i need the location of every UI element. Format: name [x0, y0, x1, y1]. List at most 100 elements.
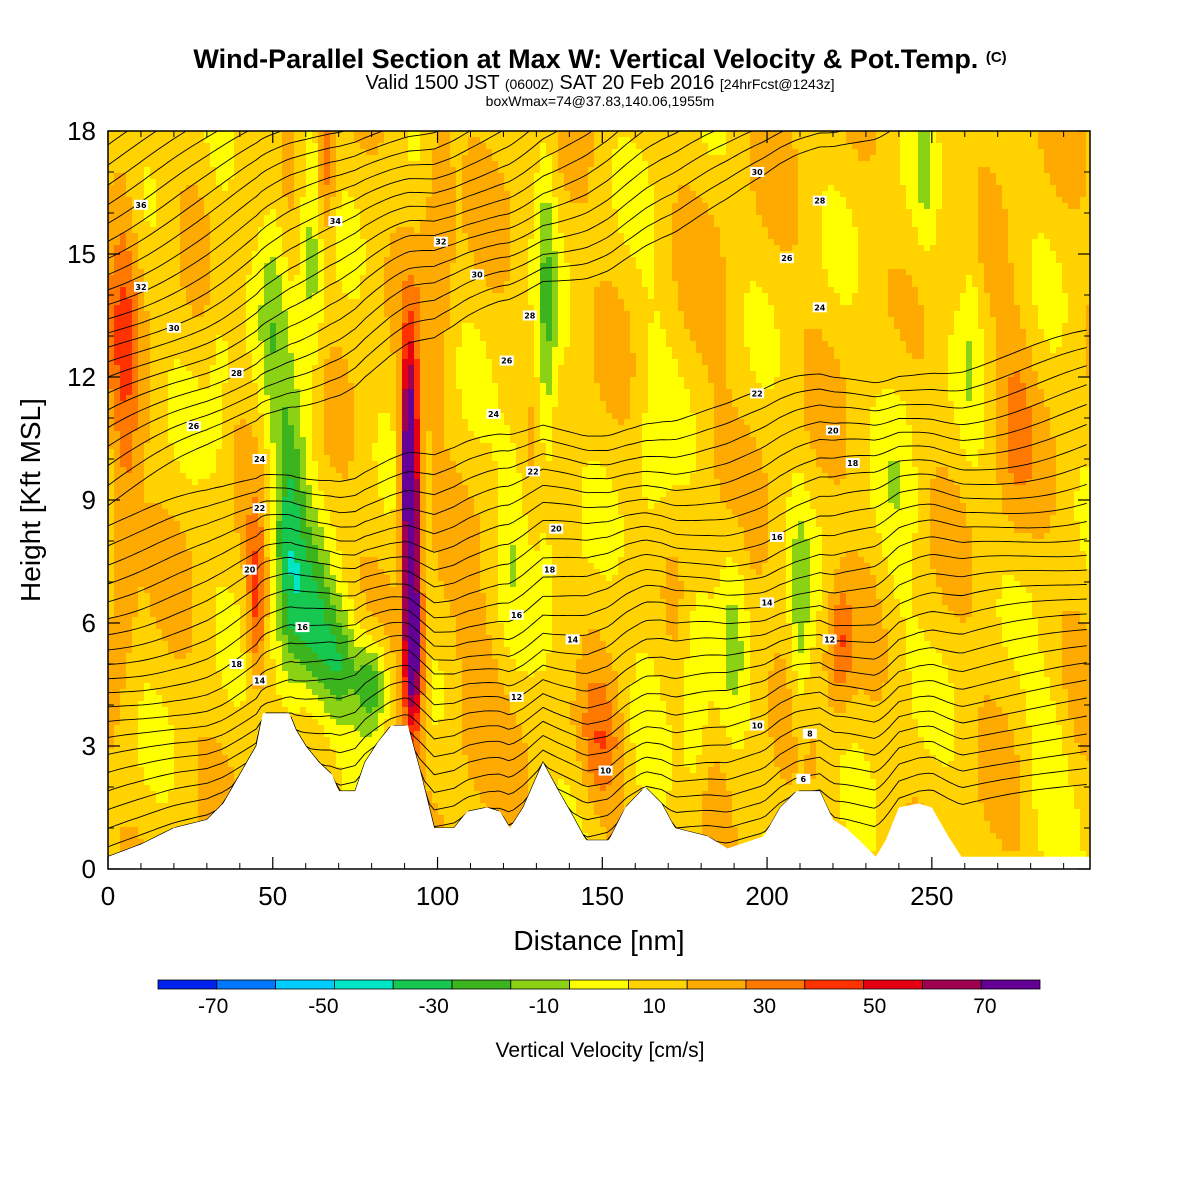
w-cell [228, 221, 235, 228]
w-cell [348, 197, 355, 204]
w-cell [366, 239, 373, 246]
w-cell [720, 155, 727, 162]
w-cell [936, 197, 943, 204]
w-cell [738, 173, 745, 180]
w-cell [702, 281, 709, 288]
w-cell [252, 269, 259, 276]
w-cell [708, 167, 715, 174]
w-cell [162, 293, 169, 300]
w-cell [798, 299, 805, 306]
w-cell [804, 131, 811, 138]
w-cell [504, 257, 511, 264]
w-cell [582, 167, 589, 174]
w-cell [558, 257, 565, 264]
w-cell [510, 131, 517, 138]
w-cell [1080, 263, 1087, 270]
w-cell [138, 191, 145, 198]
w-cell [876, 209, 883, 216]
w-cell [168, 239, 175, 246]
w-cell [660, 233, 667, 240]
w-cell [762, 299, 769, 306]
w-cell [240, 167, 247, 174]
w-cell [978, 233, 985, 240]
w-cell [240, 161, 247, 168]
w-cell [798, 245, 805, 252]
w-cell [198, 257, 205, 264]
w-cell [300, 197, 307, 204]
w-cell [984, 245, 991, 252]
w-cell [456, 251, 463, 258]
w-cell [420, 263, 427, 270]
w-cell [156, 257, 163, 264]
w-cell [930, 179, 937, 186]
w-cell [840, 257, 847, 264]
w-cell [750, 227, 757, 234]
w-cell [120, 227, 127, 234]
w-cell [426, 233, 433, 240]
w-cell [840, 215, 847, 222]
w-cell [462, 305, 469, 312]
w-cell [372, 137, 379, 144]
w-cell [888, 281, 895, 288]
w-cell [150, 197, 157, 204]
w-cell [438, 251, 445, 258]
w-cell [816, 293, 823, 300]
w-cell [192, 155, 199, 162]
w-cell [414, 173, 421, 180]
w-cell [906, 167, 913, 174]
w-cell [912, 143, 919, 150]
w-cell [270, 179, 277, 186]
w-cell [216, 215, 223, 222]
w-cell [360, 275, 367, 282]
w-cell [882, 293, 889, 300]
w-cell [738, 131, 745, 138]
w-cell [960, 137, 967, 144]
w-cell [264, 305, 271, 312]
w-cell [990, 179, 997, 186]
w-cell [624, 263, 631, 270]
w-cell [828, 281, 835, 288]
w-cell [666, 239, 673, 246]
w-cell [378, 245, 385, 252]
w-cell [444, 263, 451, 270]
w-cell [678, 173, 685, 180]
w-cell [246, 251, 253, 258]
w-cell [570, 185, 577, 192]
w-cell [768, 287, 775, 294]
w-cell [222, 299, 229, 306]
w-cell [306, 257, 313, 264]
w-cell [246, 155, 253, 162]
w-cell [246, 239, 253, 246]
w-cell [522, 203, 529, 210]
w-cell [222, 263, 229, 270]
w-cell [180, 155, 187, 162]
w-cell [852, 245, 859, 252]
w-cell [864, 209, 871, 216]
w-cell [426, 257, 433, 264]
w-cell [294, 311, 301, 318]
w-cell [264, 173, 271, 180]
w-cell [210, 185, 217, 192]
w-cell [306, 221, 313, 228]
w-cell [888, 239, 895, 246]
w-cell [726, 305, 733, 312]
w-cell [594, 305, 601, 312]
w-cell [144, 263, 151, 270]
w-cell [468, 287, 475, 294]
w-cell [258, 233, 265, 240]
w-cell [618, 245, 625, 252]
w-cell [192, 203, 199, 210]
w-cell [288, 281, 295, 288]
w-cell [756, 257, 763, 264]
w-cell [462, 233, 469, 240]
w-cell [660, 293, 667, 300]
w-cell [606, 293, 613, 300]
w-cell [270, 251, 277, 258]
w-cell [678, 203, 685, 210]
w-cell [270, 203, 277, 210]
w-cell [1062, 305, 1069, 312]
w-cell [390, 149, 397, 156]
w-cell [180, 215, 187, 222]
w-cell [678, 209, 685, 216]
w-cell [636, 281, 643, 288]
